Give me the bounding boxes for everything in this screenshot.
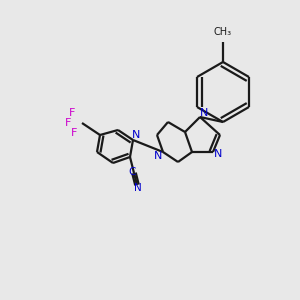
Text: N: N [134, 183, 142, 193]
Text: N: N [132, 130, 140, 140]
Text: N: N [200, 108, 208, 118]
Text: F: F [65, 118, 71, 128]
Text: CH₃: CH₃ [214, 27, 232, 37]
Text: N: N [154, 151, 162, 161]
Text: C: C [128, 167, 136, 177]
Text: N: N [214, 149, 222, 159]
Text: F: F [71, 128, 77, 138]
Text: F: F [69, 108, 75, 118]
